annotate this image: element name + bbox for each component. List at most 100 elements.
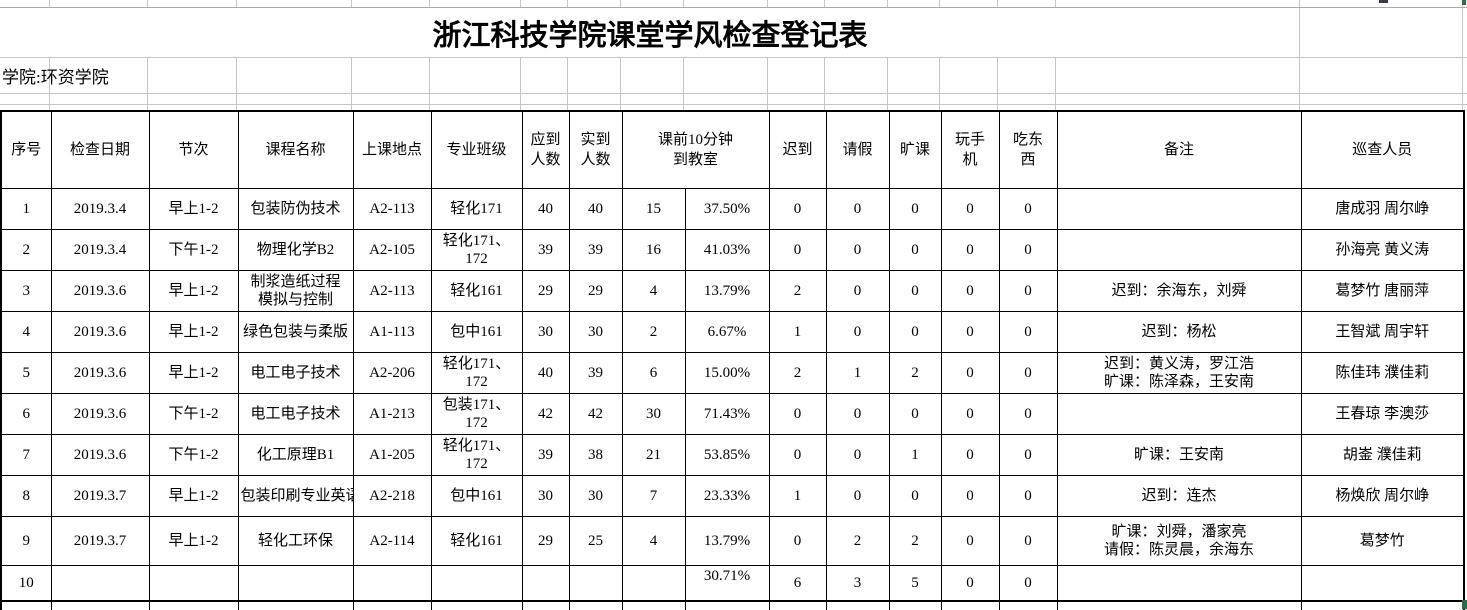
cell-early_pct[interactable]: 41.03% [684, 228, 770, 271]
cell-early_pct[interactable]: 53.85% [684, 433, 770, 476]
cell-location[interactable]: A2-114 [352, 515, 432, 566]
cell-actual[interactable] [568, 600, 623, 610]
cell-location[interactable]: A2-105 [352, 228, 432, 271]
cell-location[interactable] [352, 600, 432, 610]
col-header-expected[interactable]: 应到 人数 [521, 110, 570, 189]
cell-early_count[interactable]: 4 [621, 269, 686, 312]
cell-location[interactable]: A2-113 [352, 269, 432, 312]
cell-absent[interactable]: 0 [888, 392, 942, 435]
cell-no[interactable]: 5 [0, 351, 52, 394]
cell-leave[interactable]: 0 [825, 433, 890, 476]
cell-date[interactable]: 2019.3.6 [50, 310, 150, 353]
cell-actual[interactable]: 25 [568, 515, 623, 566]
cell-location[interactable]: A1-205 [352, 433, 432, 476]
cell-class[interactable]: 轻化171 [430, 187, 523, 230]
col-header-location[interactable]: 上课地点 [352, 110, 432, 189]
cell-remark[interactable]: 迟到：杨松 [1056, 310, 1302, 353]
cell-course[interactable] [237, 600, 354, 610]
cell-expected[interactable]: 29 [521, 515, 570, 566]
cell-absent[interactable]: 0 [888, 310, 942, 353]
cell-eat[interactable]: 0 [998, 269, 1058, 312]
cell-absent[interactable]: 0 [888, 228, 942, 271]
col-header-actual[interactable]: 实到 人数 [568, 110, 623, 189]
cell-inspectors[interactable]: 唐成羽 周尔峥 [1300, 187, 1465, 230]
cell-early_pct[interactable]: 13.79% [684, 269, 770, 312]
cell-class[interactable]: 轻化161 [430, 515, 523, 566]
cell-no[interactable]: 2 [0, 228, 52, 271]
cell-class[interactable] [430, 600, 523, 610]
cell-date[interactable]: 2019.3.7 [50, 515, 150, 566]
cell-actual[interactable] [568, 564, 623, 602]
cell-leave[interactable]: 3 [825, 564, 890, 602]
cell-absent[interactable]: 2 [888, 351, 942, 394]
col-header-no[interactable]: 序号 [0, 110, 52, 189]
cell-actual[interactable]: 39 [568, 228, 623, 271]
cell-actual[interactable]: 30 [568, 474, 623, 517]
cell-no[interactable] [0, 600, 52, 610]
cell-inspectors[interactable]: 杨焕欣 周尔峥 [1300, 474, 1465, 517]
cell-actual[interactable]: 29 [568, 269, 623, 312]
cell-phone[interactable]: 0 [940, 351, 1000, 394]
cell-inspectors[interactable]: 孙海亮 黄义涛 [1300, 228, 1465, 271]
cell-absent[interactable]: 0 [888, 187, 942, 230]
cell-location[interactable]: A1-113 [352, 310, 432, 353]
cell-phone[interactable]: 0 [940, 392, 1000, 435]
col-header-course[interactable]: 课程名称 [237, 110, 354, 189]
cell-early_count[interactable]: 6 [621, 351, 686, 394]
col-header-inspectors[interactable]: 巡查人员 [1300, 110, 1465, 189]
cell-eat[interactable]: 0 [998, 392, 1058, 435]
cell-course[interactable]: 绿色包装与柔版 [237, 310, 354, 353]
cell-expected[interactable]: 40 [521, 351, 570, 394]
cell-period[interactable] [148, 564, 239, 602]
cell-remark[interactable]: 迟到：黄义涛，罗江浩 旷课：陈泽森，王安南 [1056, 351, 1302, 394]
cell-class[interactable]: 包装171、 172 [430, 392, 523, 435]
cell-late[interactable]: 1 [768, 310, 827, 353]
cell-phone[interactable]: 0 [940, 474, 1000, 517]
cell-actual[interactable]: 42 [568, 392, 623, 435]
cell-early_pct[interactable]: 6.67% [684, 310, 770, 353]
cell-late[interactable]: 0 [768, 515, 827, 566]
cell-period[interactable]: 早上1-2 [148, 269, 239, 312]
cell-leave[interactable]: 1 [825, 351, 890, 394]
cell-period[interactable]: 早上1-2 [148, 310, 239, 353]
col-header-period[interactable]: 节次 [148, 110, 239, 189]
cell-course[interactable]: 电工电子技术 [237, 392, 354, 435]
cell-absent[interactable] [888, 600, 942, 610]
cell-expected[interactable]: 40 [521, 187, 570, 230]
cell-no[interactable]: 7 [0, 433, 52, 476]
cell-inspectors[interactable]: 陈佳玮 濮佳莉 [1300, 351, 1465, 394]
cell-eat[interactable]: 0 [998, 474, 1058, 517]
cell-inspectors[interactable] [1300, 564, 1465, 602]
cell-course[interactable]: 物理化学B2 [237, 228, 354, 271]
col-header-class[interactable]: 专业班级 [430, 110, 523, 189]
cell-class[interactable]: 轻化171、 172 [430, 228, 523, 271]
cell-absent[interactable]: 1 [888, 433, 942, 476]
cell-no[interactable]: 4 [0, 310, 52, 353]
cell-eat[interactable]: 0 [998, 433, 1058, 476]
cell-late[interactable]: 2 [768, 351, 827, 394]
cell-leave[interactable]: 2 [825, 515, 890, 566]
cell-late[interactable]: 1 [768, 474, 827, 517]
cell-early_pct[interactable]: 30.71% [684, 564, 770, 602]
cell-class[interactable]: 轻化171、 172 [430, 351, 523, 394]
cell-no[interactable]: 6 [0, 392, 52, 435]
cell-remark[interactable] [1056, 392, 1302, 435]
cell-inspectors[interactable] [1300, 600, 1465, 610]
cell-course[interactable]: 电工电子技术 [237, 351, 354, 394]
cell-early_pct[interactable]: 13.79% [684, 515, 770, 566]
cell-expected[interactable]: 39 [521, 228, 570, 271]
cell-absent[interactable]: 0 [888, 474, 942, 517]
cell-phone[interactable]: 0 [940, 310, 1000, 353]
cell-late[interactable]: 6 [768, 564, 827, 602]
cell-phone[interactable]: 0 [940, 269, 1000, 312]
cell-remark[interactable] [1056, 187, 1302, 230]
cell-eat[interactable]: 0 [998, 515, 1058, 566]
cell-eat[interactable]: 0 [998, 564, 1058, 602]
cell-date[interactable]: 2019.3.4 [50, 187, 150, 230]
cell-early_count[interactable]: 2 [621, 310, 686, 353]
cell-early_count[interactable] [621, 564, 686, 602]
cell-early_count[interactable]: 4 [621, 515, 686, 566]
cell-no[interactable]: 8 [0, 474, 52, 517]
cell-course[interactable]: 制浆造纸过程 模拟与控制 [237, 269, 354, 312]
cell-date[interactable]: 2019.3.6 [50, 433, 150, 476]
